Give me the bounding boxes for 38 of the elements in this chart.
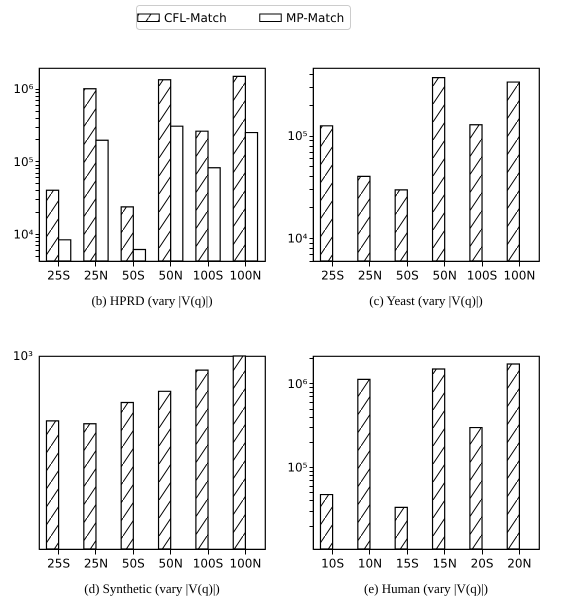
x-tick-label: 10S — [321, 556, 344, 570]
y-tick-label: 10⁵ — [287, 460, 308, 475]
x-tick-label: 50N — [158, 268, 183, 282]
x-tick-label: 25S — [321, 268, 344, 282]
text: 10³ — [12, 349, 34, 363]
y-tick-label: 10⁴ — [13, 227, 34, 242]
text: (d) Synthetic (vary |V(q)|) — [84, 581, 220, 596]
x-tick-label: 50N — [158, 556, 183, 570]
y-tick-label: 10⁶ — [13, 82, 34, 96]
text: (e) Human (vary |V(q)|) — [364, 581, 488, 596]
x-tick-label: 100S — [466, 268, 498, 282]
x-tick-label: 25N — [84, 268, 108, 282]
x-tick-label: 100S — [192, 268, 224, 282]
legend-label: MP-Match — [286, 10, 344, 25]
x-tick-label: 15N — [432, 556, 457, 570]
x-tick-label: 15S — [396, 556, 419, 570]
x-tick-label: 50N — [432, 268, 457, 282]
text: (b) HPRD (vary |V(q)|) — [91, 293, 213, 308]
x-tick-label: 20N — [507, 556, 532, 570]
x-tick-label: 25S — [47, 556, 70, 570]
x-tick-label: 100N — [229, 268, 262, 282]
x-tick-label: 25N — [358, 268, 382, 282]
x-tick-label: 50S — [122, 556, 145, 570]
x-tick-label: 25S — [47, 268, 70, 282]
x-tick-label: 100N — [229, 556, 262, 570]
x-tick-label: 20S — [470, 556, 494, 570]
x-tick-label: 10N — [358, 556, 382, 570]
x-tick-label: 100S — [192, 556, 224, 570]
y-tick-label: 10⁵ — [13, 154, 34, 169]
legend-label: CFL-Match — [164, 10, 227, 25]
y-tick-label: 10⁶ — [287, 376, 308, 391]
text: (c) Yeast (vary |V(q)|) — [369, 293, 483, 308]
y-tick-label: 10⁵ — [287, 129, 308, 144]
x-tick-label: 100N — [503, 268, 536, 282]
y-tick-label: 10⁴ — [287, 231, 308, 246]
x-tick-label: 50S — [396, 268, 419, 282]
x-tick-label: 50S — [122, 268, 145, 282]
x-tick-label: 25N — [84, 556, 108, 570]
